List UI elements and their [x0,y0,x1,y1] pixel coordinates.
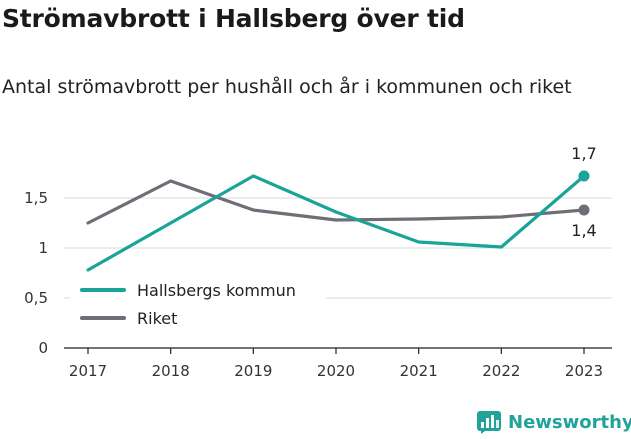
end-markers: 1,7 1,4 [571,144,596,240]
axes: 0 0,5 1 1,5 2017 2018 2019 2020 2021 2022 2023 [24,189,612,380]
legend-label: Hallsbergs kommun [137,281,296,300]
x-tick-label: 2019 [234,362,272,380]
end-label-riket: 1,4 [571,221,596,240]
newsworthy-logo-icon [477,411,501,434]
data-point [578,204,590,216]
end-label-hallsbergs-kommun: 1,7 [571,144,596,163]
legend-label: Riket [137,309,177,328]
legend: Hallsbergs kommun Riket [70,276,326,336]
y-tick-label: 1 [38,239,48,257]
x-tick-label: 2017 [69,362,107,380]
chart-title: Strömavbrott i Hallsberg över tid [2,4,465,33]
legend-background [70,276,326,336]
x-tick-label: 2020 [317,362,355,380]
series-lines [86,174,586,272]
x-tick-label: 2022 [482,362,520,380]
series-line-hallsbergs-kommun [86,174,586,272]
y-tick-label: 0 [38,339,48,357]
chart-subtitle: Antal strömavbrott per hushåll och år i … [2,76,572,98]
y-tick-label: 0,5 [24,289,48,307]
x-tick-label: 2023 [565,362,603,380]
x-tick-label: 2018 [152,362,190,380]
series-line-riket [86,179,586,225]
data-point [578,170,590,182]
y-tick-label: 1,5 [24,189,48,207]
newsworthy-logo: Newsworthy [476,408,631,436]
x-tick-label: 2021 [400,362,438,380]
newsworthy-logo-text: Newsworthy [508,411,631,433]
